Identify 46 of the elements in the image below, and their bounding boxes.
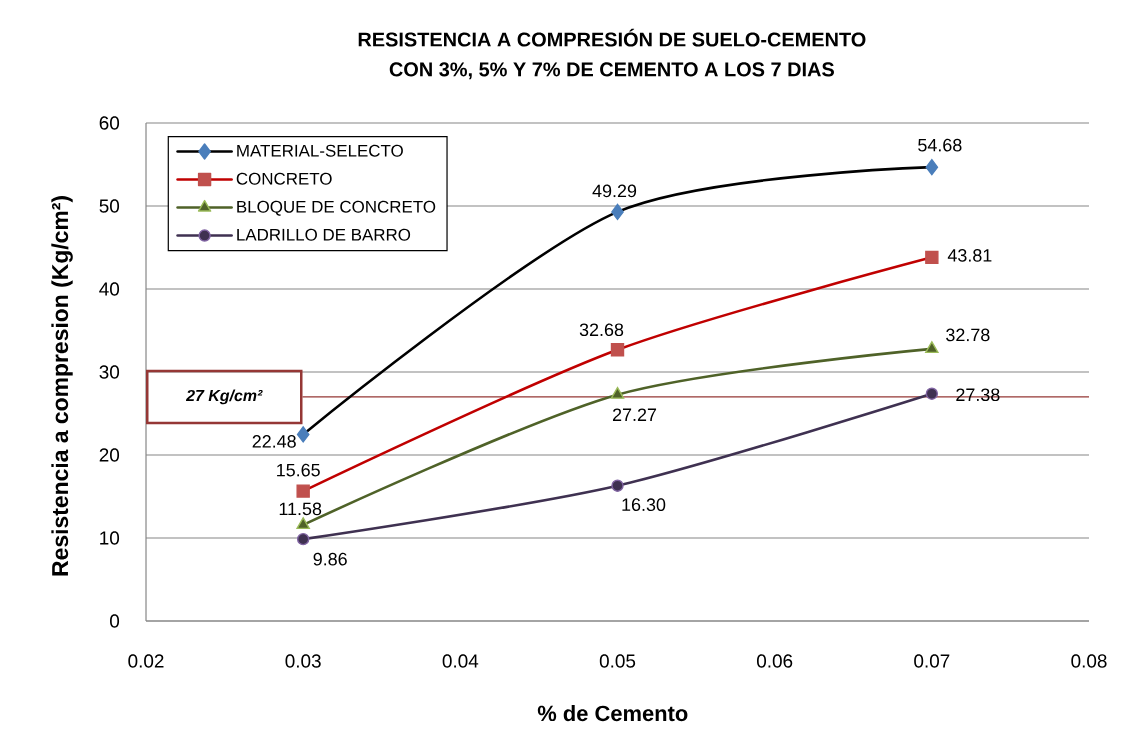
point <box>611 203 624 221</box>
legend-label: CONCRETO <box>236 172 332 185</box>
data-label: 43.81 <box>947 249 992 262</box>
legend-label: MATERIAL-SELECTO <box>237 144 403 157</box>
y-tick-label: 0 <box>110 614 120 628</box>
data-label: 16.30 <box>622 498 666 512</box>
data-label: 15.65 <box>277 463 320 477</box>
data-label: 32.78 <box>946 328 990 342</box>
point <box>296 426 310 443</box>
point <box>925 341 939 354</box>
data-label: 49.29 <box>592 184 637 198</box>
ref-line-label: 27 Kg/cm² <box>185 389 263 405</box>
x-axis-title: % de Cemento <box>537 705 688 722</box>
point <box>296 532 310 546</box>
point <box>610 386 625 399</box>
y-tick-label: 30 <box>99 365 120 379</box>
y-tick-label: 40 <box>99 282 120 296</box>
y-tick-label: 50 <box>99 199 120 213</box>
x-tick-label: 0.08 <box>1071 654 1107 668</box>
chart-title: RESISTENCIA A COMPRESIÓN DE SUELO-CEMENTO <box>358 28 866 47</box>
point <box>925 250 939 265</box>
x-tick-label: 0.04 <box>442 654 479 668</box>
x-tick-label: 0.06 <box>756 654 793 668</box>
x-tick-label: 0.07 <box>914 654 950 668</box>
data-label: 11.58 <box>279 502 322 516</box>
y-tick-label: 10 <box>100 531 120 545</box>
point <box>925 158 939 176</box>
data-label: 27.27 <box>612 408 657 421</box>
x-tick-label: 0.03 <box>285 654 321 668</box>
y-tick-label: 20 <box>99 448 120 462</box>
legend-label: LADRILLO DE BARRO <box>237 228 411 241</box>
chart-subtitle: CON 3%, 5% Y 7% DE CEMENTO A LOS 7 DIAS <box>389 62 834 80</box>
y-tick-label: 60 <box>99 116 120 130</box>
point <box>296 517 310 530</box>
data-label: 32.68 <box>579 323 624 337</box>
legend-label: BLOQUE DE CONCRETO <box>237 200 436 216</box>
point <box>925 387 939 400</box>
data-label: 9.86 <box>313 552 347 566</box>
y-axis-title: Resistencia a compresion (Kg/cm²) <box>51 196 73 576</box>
data-label: 54.68 <box>918 138 962 152</box>
point <box>296 484 310 498</box>
x-tick-label: 0.05 <box>599 654 636 668</box>
point <box>610 343 625 357</box>
data-label: 22.48 <box>252 435 296 448</box>
point <box>611 479 624 492</box>
x-tick-label: 0.02 <box>128 654 164 668</box>
